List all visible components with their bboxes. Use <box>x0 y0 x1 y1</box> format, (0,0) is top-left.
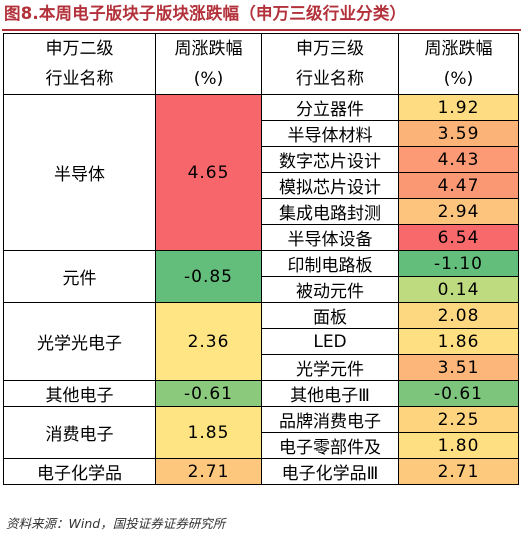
l3-weekly-change: 0.14 <box>398 276 519 303</box>
l3-industry-name: 电子化学品Ⅲ <box>261 458 399 485</box>
header-l3-name: 申万三级 <box>261 33 399 64</box>
table-row: 被动元件 0.14 <box>4 276 519 303</box>
table-row: 电子零部件及 1.80 <box>4 432 519 459</box>
l3-industry-name: 分立器件 <box>261 94 399 121</box>
table-row: 半导体 4.65 分立器件 1.92 <box>3 94 519 251</box>
table-row: 光学光电子 2.36 面板 2.08 <box>3 302 519 381</box>
l2-weekly-change: 2.71 <box>155 458 262 485</box>
header-l2-name-line2: 行业名称 <box>3 64 156 95</box>
table-row: 集成电路封测 2.94 <box>4 198 519 225</box>
l3-industry-name: 光学元件 <box>261 354 399 381</box>
l3-weekly-change: 2.08 <box>398 302 519 329</box>
l3-weekly-change: -1.10 <box>398 250 519 277</box>
l3-weekly-change: 1.80 <box>398 432 519 459</box>
l3-weekly-change: 4.47 <box>398 172 519 199</box>
header-l3-change-unit: (%) <box>398 64 519 95</box>
l3-industry-name: 品牌消费电子 <box>261 406 399 433</box>
l2-weekly-change: -0.85 <box>155 250 262 303</box>
table-row: 消费电子 1.85 品牌消费电子 2.25 <box>3 406 519 459</box>
l3-weekly-change: 2.94 <box>398 198 519 225</box>
l3-industry-name: 面板 <box>261 302 399 329</box>
header-l2-change: 周涨跌幅 <box>155 33 262 64</box>
l3-weekly-change: 4.43 <box>398 146 519 173</box>
header-l3-change: 周涨跌幅 <box>398 33 519 64</box>
sector-change-table: 申万二级 周涨跌幅 申万三级 周涨跌幅 行业名称 (%) 行业名称 (%) 半导… <box>3 33 519 485</box>
header-l3-name-line2: 行业名称 <box>261 64 399 95</box>
l2-industry-name: 半导体 <box>3 94 156 251</box>
header-l2-change-unit: (%) <box>155 64 262 95</box>
l3-industry-name: LED <box>261 328 399 355</box>
table-row: 半导体设备 6.54 <box>4 224 519 251</box>
header-l2-name: 申万二级 <box>3 33 156 64</box>
l3-weekly-change: 2.25 <box>398 406 519 433</box>
table-row: 元件 -0.85 印制电路板 -1.10 <box>3 250 519 303</box>
figure-title: 图8.本周电子版块子版块涨跌幅（申万三级行业分类） <box>4 4 407 23</box>
l3-weekly-change: 6.54 <box>398 224 519 251</box>
l2-industry-name: 消费电子 <box>3 406 156 459</box>
l2-industry-name: 电子化学品 <box>3 458 156 485</box>
l2-industry-name: 光学光电子 <box>3 302 156 381</box>
l3-industry-name: 其他电子Ⅲ <box>261 380 399 407</box>
l2-industry-name: 其他电子 <box>3 380 156 407</box>
table-row: 其他电子 -0.61 其他电子Ⅲ -0.61 <box>3 380 519 407</box>
header-row-2: 行业名称 (%) 行业名称 (%) <box>3 64 519 95</box>
header-row-1: 申万二级 周涨跌幅 申万三级 周涨跌幅 <box>3 33 519 64</box>
l3-weekly-change: 3.51 <box>398 354 519 381</box>
table-row: 数字芯片设计 4.43 <box>4 146 519 173</box>
l3-industry-name: 集成电路封测 <box>261 198 399 225</box>
table-row: 模拟芯片设计 4.47 <box>4 172 519 199</box>
l3-weekly-change: 3.59 <box>398 120 519 147</box>
l3-industry-name: 印制电路板 <box>261 250 399 277</box>
l3-industry-name: 半导体设备 <box>261 224 399 251</box>
l3-weekly-change: 1.92 <box>398 94 519 121</box>
l3-weekly-change: -0.61 <box>398 380 519 407</box>
source-note: 资料来源：Wind，国投证券证券研究所 <box>6 516 226 531</box>
table-row: LED 1.86 <box>4 328 519 355</box>
l3-industry-name: 电子零部件及 <box>261 432 399 459</box>
l2-weekly-change: 4.65 <box>155 94 262 251</box>
l3-industry-name: 半导体材料 <box>261 120 399 147</box>
title-rule <box>2 29 521 31</box>
l3-industry-name: 被动元件 <box>261 276 399 303</box>
l3-industry-name: 数字芯片设计 <box>261 146 399 173</box>
l2-weekly-change: 2.36 <box>155 302 262 381</box>
table-row: 光学元件 3.51 <box>4 354 519 381</box>
l2-weekly-change: 1.85 <box>155 406 262 459</box>
l3-weekly-change: 2.71 <box>398 458 519 485</box>
l2-weekly-change: -0.61 <box>155 380 262 407</box>
l3-weekly-change: 1.86 <box>398 328 519 355</box>
table-row: 电子化学品 2.71 电子化学品Ⅲ 2.71 <box>3 458 519 485</box>
l3-industry-name: 模拟芯片设计 <box>261 172 399 199</box>
table-row: 半导体材料 3.59 <box>4 120 519 147</box>
l2-industry-name: 元件 <box>3 250 156 303</box>
